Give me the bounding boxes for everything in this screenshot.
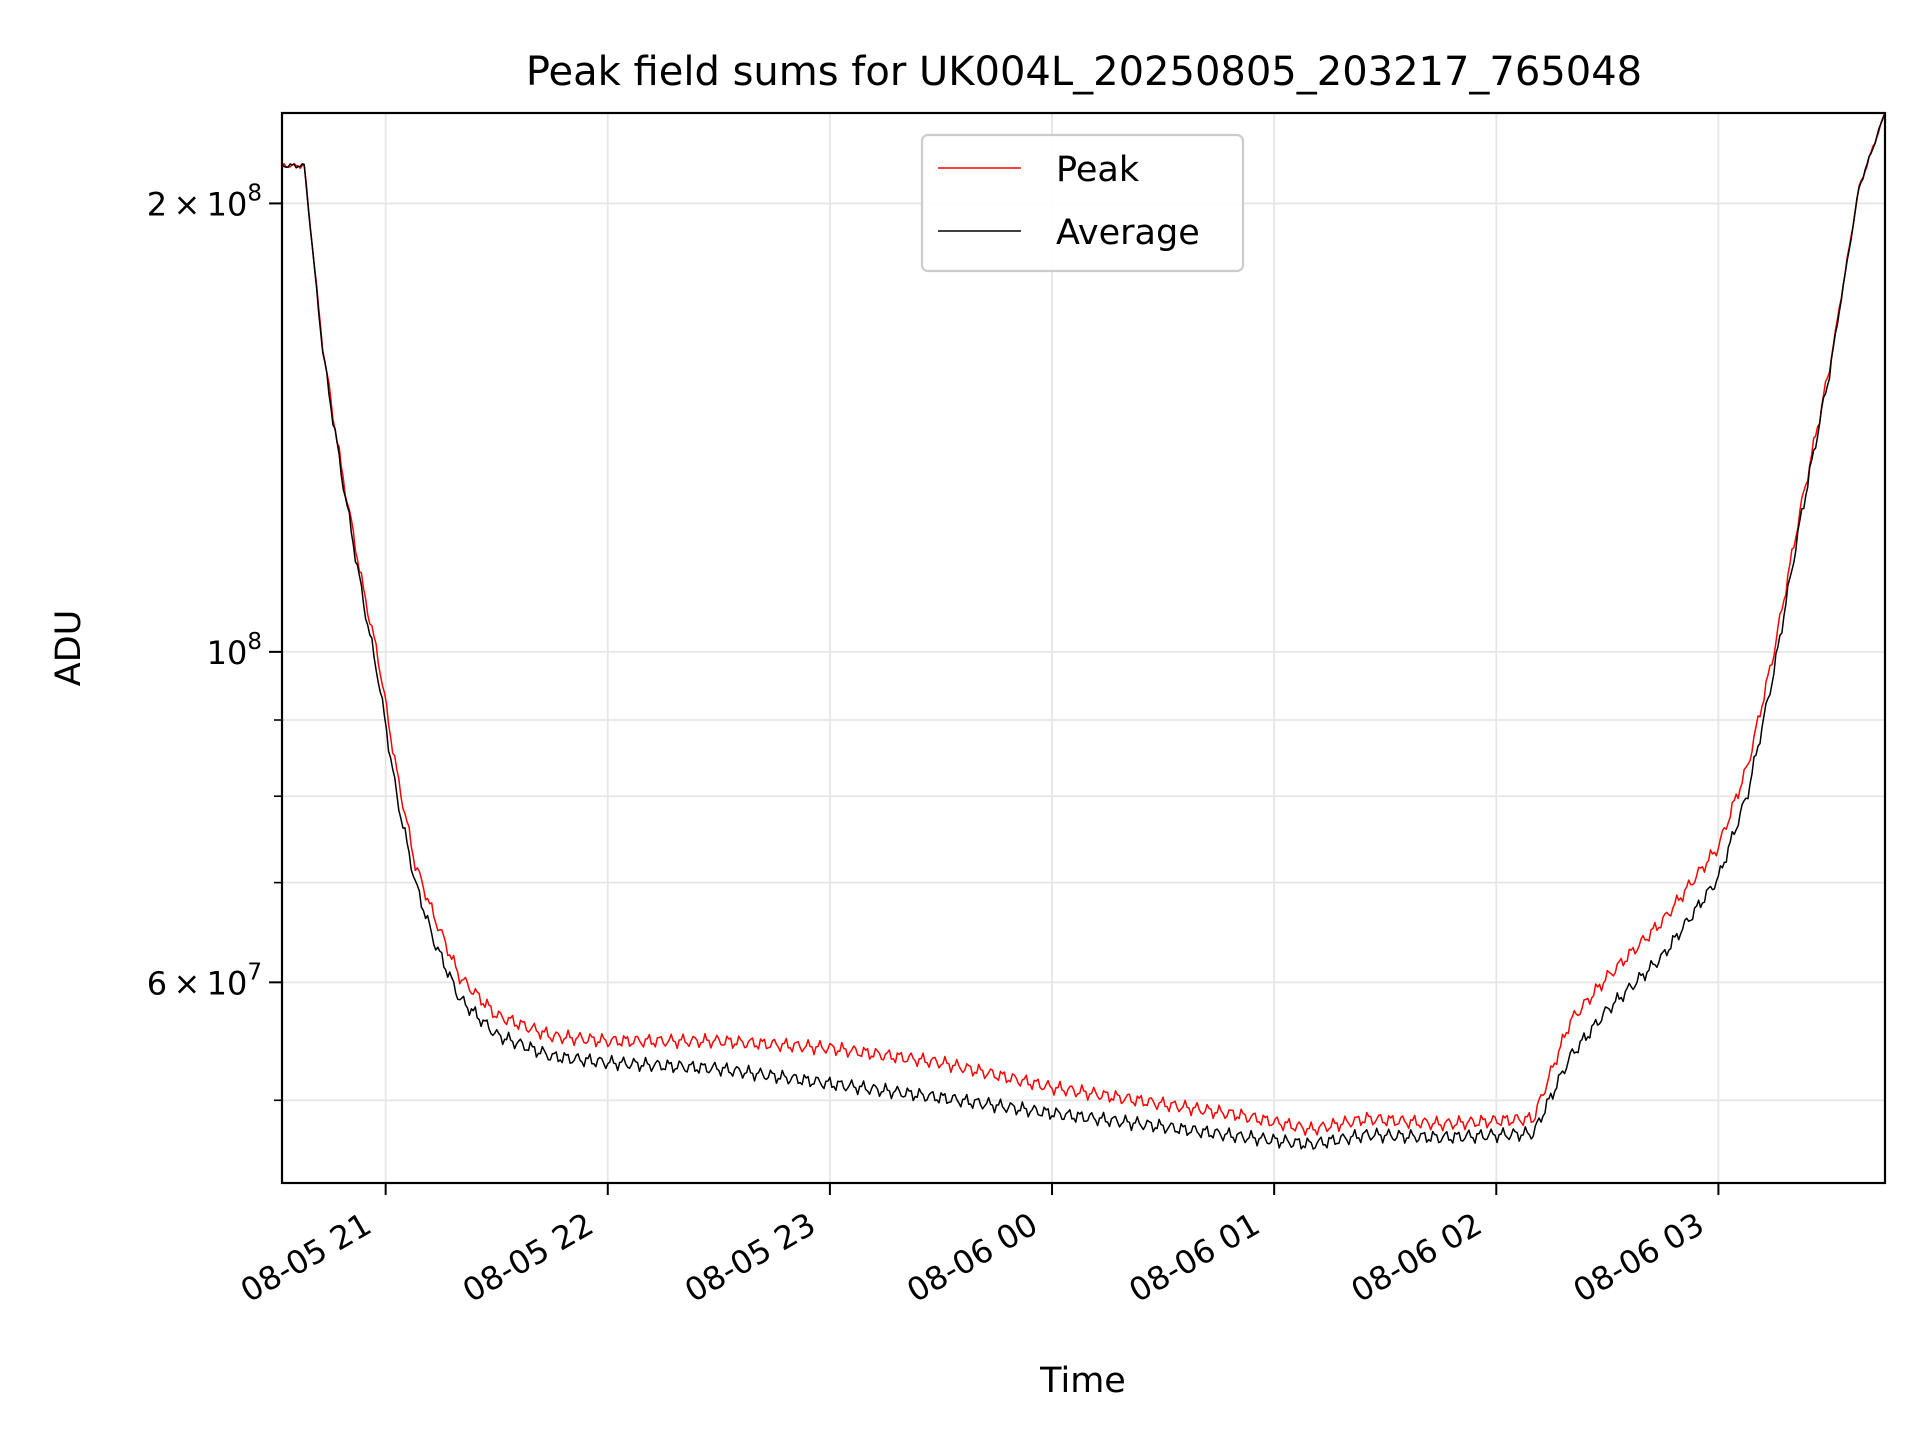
- y-tick-label: 108: [207, 629, 262, 672]
- legend-label-average: Average: [1056, 213, 1200, 253]
- y-tick-exponent: 8: [247, 629, 262, 655]
- y-tick-exponent: 7: [247, 959, 262, 985]
- y-tick-mantissa: 6 × 10: [147, 964, 248, 1002]
- y-tick-mantissa: 2 × 10: [147, 185, 248, 223]
- legend-label-peak: Peak: [1056, 150, 1140, 190]
- series-line-peak: [282, 113, 1885, 1136]
- legend-box: [920, 133, 1245, 273]
- plot-frame: [280, 111, 1887, 1185]
- series-layer: [282, 113, 1885, 1150]
- x-axis-label: Time: [1039, 1361, 1126, 1401]
- series-line-average: [282, 113, 1885, 1150]
- y-tick-mantissa: 10: [207, 634, 248, 672]
- y-tick-label: 2 × 108: [147, 180, 262, 223]
- legend: Peak Average: [920, 133, 1245, 273]
- y-tick-label: 6 × 107: [147, 959, 262, 1002]
- y-axis-label: ADU: [49, 610, 89, 687]
- y-tick-exponent: 8: [247, 180, 262, 206]
- chart-title: Peak field sums for UK004L_20250805_2032…: [526, 49, 1642, 95]
